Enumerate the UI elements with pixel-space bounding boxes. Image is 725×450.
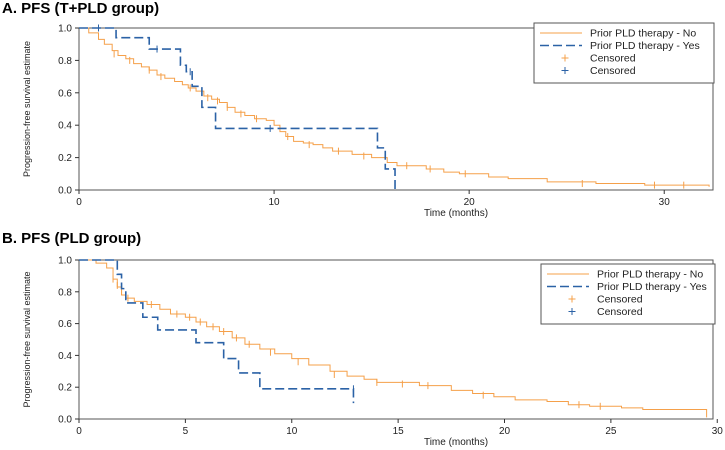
y-tick-label: 1.0 [58, 24, 72, 35]
legend-entry-label: Prior PLD therapy - Yes [597, 281, 707, 293]
y-axis-label: Progression-free survival estimate [22, 271, 32, 407]
y-tick-label: 0.0 [58, 415, 72, 426]
x-tick-label: 0 [76, 197, 82, 208]
series-prior-pld-no [79, 27, 710, 187]
x-tick-label: 5 [183, 426, 189, 437]
plot-frame [78, 27, 714, 191]
y-tick-label: 0.6 [58, 319, 72, 330]
legend-entry-label: Censored [597, 294, 643, 306]
x-tick-label: 20 [499, 426, 511, 437]
x-tick-label: 25 [605, 426, 617, 437]
x-axis-label: Time (months) [424, 437, 488, 448]
x-tick-label: 0 [76, 426, 82, 437]
x-axis-label: Time (months) [424, 208, 488, 219]
x-tick-label: 10 [269, 197, 281, 208]
y-axis-label: Progression-free survival estimate [22, 41, 32, 177]
y-tick-label: 0.2 [58, 153, 72, 164]
chart-b: 0.0 0.2 0.4 0.6 0.8 1.0 0 5 10 15 20 25 30 Progressio… [22, 256, 724, 449]
series-prior-pld-yes [79, 259, 355, 404]
y-tick-label: 0.2 [58, 383, 72, 394]
x-tick-label: 30 [659, 197, 671, 208]
x-tick-label: 15 [393, 426, 405, 437]
y-tick-label: 0.4 [58, 351, 72, 362]
x-tick-label: 30 [712, 426, 724, 437]
y-tick-label: 0.4 [58, 121, 72, 132]
y-tick-label: 0.8 [58, 287, 72, 298]
y-tick-label: 0.0 [58, 186, 72, 197]
chart-a: 0.0 0.2 0.4 0.6 0.8 1.0 0 10 20 30 Progression-fre… [22, 22, 715, 219]
panel-b-title: B. PFS (PLD group) [2, 230, 142, 247]
legend-entry-label: Prior PLD therapy - No [597, 269, 703, 281]
legend-entry-label: Censored [590, 65, 636, 77]
y-tick-label: 0.6 [58, 88, 72, 99]
series-prior-pld-yes [79, 27, 396, 190]
x-tick-label: 10 [286, 426, 298, 437]
plot-frame [78, 259, 714, 420]
y-tick-label: 0.8 [58, 56, 72, 67]
legend-entry-label: Prior PLD therapy - Yes [590, 40, 700, 52]
legend-entry-label: Censored [597, 306, 643, 318]
legend-entry-label: Censored [590, 53, 636, 65]
x-tick-label: 20 [464, 197, 476, 208]
y-tick-label: 1.0 [58, 256, 72, 267]
panel-a-title: A. PFS (T+PLD group) [2, 0, 160, 17]
legend-entry-label: Prior PLD therapy - No [590, 28, 696, 40]
